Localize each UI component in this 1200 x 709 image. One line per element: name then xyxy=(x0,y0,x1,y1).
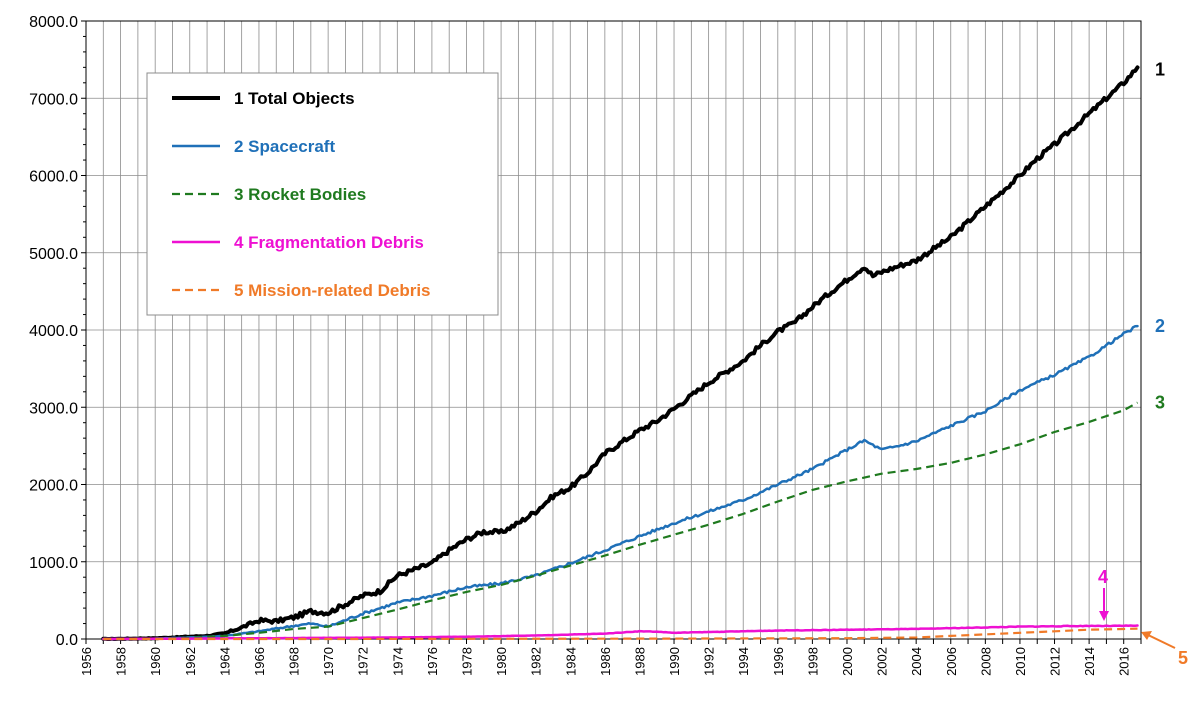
x-tick-label: 1972 xyxy=(356,647,371,676)
x-tick-label: 1998 xyxy=(805,647,820,676)
series-4-arrowhead xyxy=(1099,611,1109,621)
x-tick-label: 1986 xyxy=(598,647,613,676)
x-tick-label: 2002 xyxy=(875,647,890,676)
x-tick-label: 1988 xyxy=(632,647,647,676)
series-end-label-2: 2 xyxy=(1155,316,1165,336)
x-tick-label: 1956 xyxy=(79,647,94,676)
y-tick-label: 8000.0 xyxy=(29,14,78,31)
x-tick-label: 1970 xyxy=(321,647,336,676)
series-5-arrowhead xyxy=(1141,631,1152,640)
axes: 0.0 1000.0 2000.0 3000.0 4000.0 5000.0 6000.0 7… xyxy=(29,14,1142,676)
series-line-5 xyxy=(103,627,1138,641)
y-tick-label: 3000.0 xyxy=(29,400,78,417)
x-tick-label: 1976 xyxy=(425,647,440,676)
x-tick-label: 1980 xyxy=(494,647,509,676)
x-tick-label: 2000 xyxy=(840,647,855,676)
x-tick-label: 2008 xyxy=(978,647,993,676)
y-tick-label: 2000.0 xyxy=(29,478,78,495)
y-tick-label: 7000.0 xyxy=(29,91,78,108)
x-tick-label: 1960 xyxy=(148,647,163,676)
x-tick-label: 2004 xyxy=(909,647,924,676)
annotations: 1 2 3 4 5 xyxy=(1098,59,1188,668)
y-tick-label: 0.0 xyxy=(56,632,78,649)
x-tick-label: 2010 xyxy=(1013,647,1028,676)
legend-box xyxy=(146,72,499,316)
x-tick-label: 1978 xyxy=(459,647,474,676)
x-tick-label: 1996 xyxy=(771,647,786,676)
y-tick-label: 1000.0 xyxy=(29,555,78,572)
x-tick-label: 1994 xyxy=(736,647,751,676)
x-tick-label: 1958 xyxy=(114,647,129,676)
series-lines xyxy=(101,65,1140,641)
legend-label-4: 4 Fragmentation Debris xyxy=(234,233,424,252)
x-tick-label: 1974 xyxy=(390,647,405,676)
x-tick-label: 1984 xyxy=(563,647,578,676)
x-tick-label: 2014 xyxy=(1082,647,1097,676)
series-line-1 xyxy=(101,65,1140,641)
x-tick-label: 2012 xyxy=(1048,647,1063,676)
x-tick-label: 2016 xyxy=(1117,647,1132,676)
y-tick-label: 6000.0 xyxy=(29,169,78,186)
legend-label-2: 2 Spacecraft xyxy=(234,137,335,156)
x-tick-label: 1968 xyxy=(287,647,302,676)
legend: 1 Total Objects 2 Spacecraft 3 Rocket Bodi… xyxy=(146,72,499,316)
x-tick-label: 1982 xyxy=(529,647,544,676)
legend-label-3: 3 Rocket Bodies xyxy=(234,185,366,204)
legend-label-1: 1 Total Objects xyxy=(234,89,355,108)
y-tick-label: 4000.0 xyxy=(29,323,78,340)
series-end-label-5: 5 xyxy=(1178,648,1188,668)
x-tick-label: 2006 xyxy=(944,647,959,676)
series-end-label-3: 3 xyxy=(1155,393,1165,413)
series-line-2 xyxy=(102,324,1139,641)
series-5-arrow-shaft xyxy=(1145,633,1176,649)
series-end-label-1: 1 xyxy=(1155,59,1165,79)
series-line-3 xyxy=(103,401,1139,641)
legend-label-5: 5 Mission-related Debris xyxy=(234,281,431,300)
x-tick-label: 1966 xyxy=(252,647,267,676)
series-end-label-4: 4 xyxy=(1098,567,1108,587)
x-tick-label: 1992 xyxy=(702,647,717,676)
y-tick-label: 5000.0 xyxy=(29,246,78,263)
x-tick-label: 1962 xyxy=(183,647,198,676)
x-tick-label: 1990 xyxy=(667,647,682,676)
x-tick-label: 1964 xyxy=(217,647,232,676)
